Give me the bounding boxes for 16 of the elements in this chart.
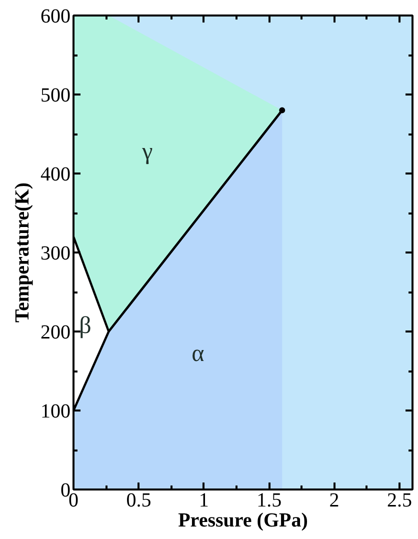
y-axis-title: Temperature(K) [12, 182, 34, 322]
x-tick-label: 1.5 [256, 490, 282, 512]
x-axis-title: Pressure (GPa) [178, 510, 308, 532]
x-tick-label: 2 [329, 490, 340, 512]
y-tick-label: 300 [40, 242, 70, 264]
x-tick-label: 2.5 [386, 490, 412, 512]
y-tick-label: 200 [40, 322, 70, 344]
y-tick-label: 100 [40, 400, 70, 422]
series-label: β [79, 313, 92, 340]
x-tick-label: 0.5 [126, 490, 152, 512]
x-tick-label: 1 [198, 490, 209, 512]
y-tick-label: 500 [40, 84, 70, 106]
series-label: γ [141, 139, 154, 166]
y-tick-label: 400 [40, 164, 70, 186]
series-label: α [192, 341, 205, 368]
y-tick-label: 600 [40, 6, 70, 28]
